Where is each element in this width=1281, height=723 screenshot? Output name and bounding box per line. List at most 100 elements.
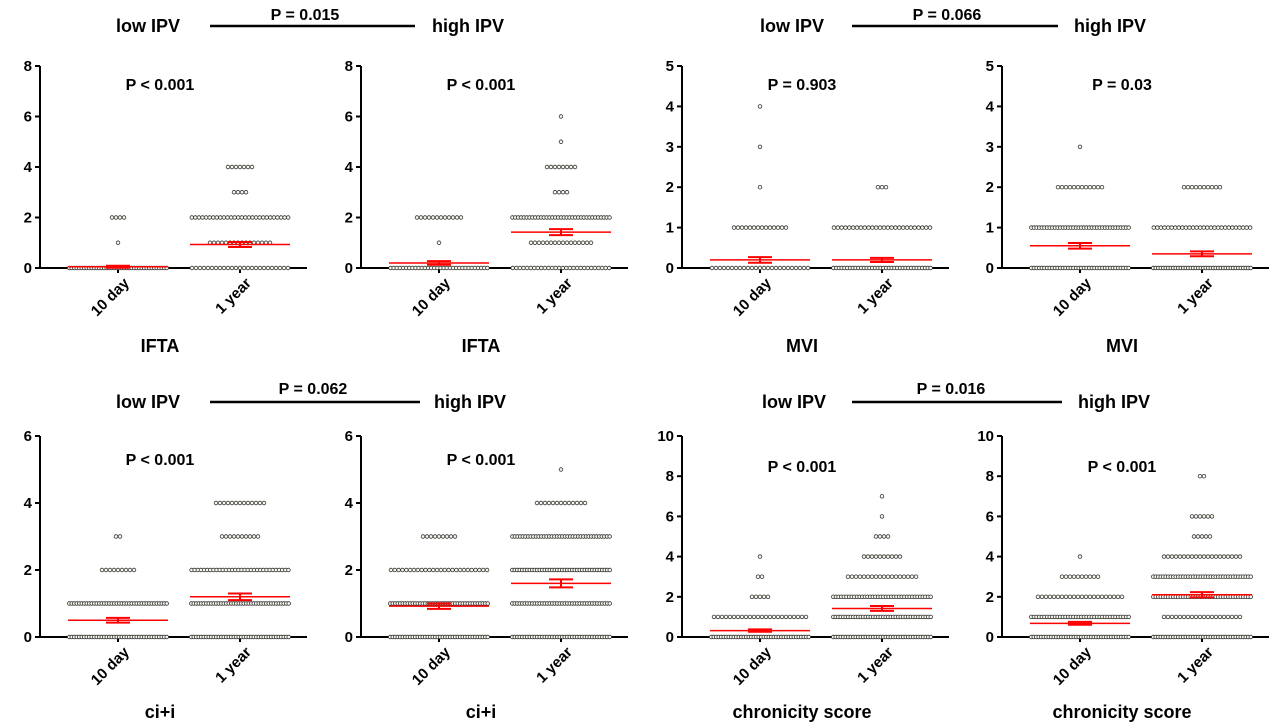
category-label: 10 day [730,274,776,320]
data-point [928,614,933,620]
data-point [1240,225,1246,230]
data-point [570,500,576,506]
data-point [446,215,452,220]
data-point [552,190,558,195]
data-point [438,567,444,573]
data-point [875,184,881,190]
data-point [1180,225,1185,230]
data-point [567,265,573,271]
data-point [928,265,933,271]
data-point [1183,225,1189,230]
data-point [450,567,455,573]
data-point [1091,574,1097,579]
data-point [521,265,526,271]
data-point [1067,594,1073,599]
data-point [556,164,562,170]
y-tick-label: 0 [666,260,674,277]
data-point [1165,614,1171,620]
data-point [571,265,576,271]
data-point [225,215,230,220]
data-point [1169,554,1175,559]
panel-low-ipv: 0 2 4 6 8 P < 0.001 10 day 1 year IFTA [24,58,307,356]
data-point [1151,225,1156,230]
x-axis-title: MVI [1106,336,1138,356]
data-point [1035,594,1041,599]
series-1-year [831,184,933,271]
data-point [803,614,809,620]
series-10-day [388,215,490,271]
data-point [1083,184,1089,190]
data-point [207,215,212,220]
data-point [241,265,247,271]
data-point [757,594,763,599]
data-point [765,594,771,599]
data-point [574,265,580,271]
data-point [407,567,413,573]
data-point [901,574,907,579]
data-point [442,215,448,220]
data-point [1233,614,1239,620]
data-point [560,240,566,245]
data-point [1087,574,1093,579]
data-point [1230,225,1235,230]
data-point [759,574,765,579]
data-point [745,265,751,271]
data-point [419,567,424,573]
data-point [854,225,860,230]
data-point [229,500,235,506]
data-point [779,614,785,620]
data-point [540,240,546,245]
data-point [249,265,255,271]
category-label: 10 day [409,274,455,320]
category-label: 1 year [854,644,897,687]
data-point [709,265,715,271]
data-point [461,567,467,573]
data-point [1212,225,1217,230]
data-point [548,240,554,245]
category-label: 1 year [1174,644,1217,687]
y-tick-label: 4 [24,159,33,176]
data-point [1181,614,1187,620]
data-point [232,215,237,220]
data-point [1075,574,1081,579]
data-point [1201,474,1207,479]
data-point [544,240,550,245]
data-point [235,534,241,539]
panel-high-ipv: 0 2 4 6 P < 0.001 10 day 1 year ci+i [345,428,628,722]
data-point [1063,184,1069,190]
data-point [400,567,405,573]
data-point [542,265,548,271]
y-tick-label: 0 [24,260,32,277]
y-tick-label: 4 [345,495,354,512]
data-point [440,534,446,539]
data-point [454,567,459,573]
data-point [585,265,590,271]
y-tick-label: 2 [24,210,32,227]
data-point [1199,534,1205,539]
panel-low-ipv: 0 1 2 3 4 5 P = 0.903 10 day 1 year MVI [666,58,949,356]
data-point [1161,554,1167,559]
data-point [249,164,255,170]
data-point [558,500,564,506]
data-point [599,265,605,271]
data-point [485,601,490,606]
data-point [1201,554,1207,559]
data-point [233,265,239,271]
data-point [219,534,225,539]
data-point [607,215,612,220]
data-point [1075,184,1081,190]
data-point [550,500,556,506]
data-point [881,554,887,559]
data-point [253,215,259,220]
data-point [271,215,277,220]
data-point [243,215,248,220]
data-point [223,534,229,539]
data-point [881,574,887,579]
data-point [285,265,291,271]
data-point [548,164,554,170]
category-label: 10 day [409,643,455,689]
data-point [1059,594,1065,599]
data-point [904,225,910,230]
data-point [560,190,566,195]
